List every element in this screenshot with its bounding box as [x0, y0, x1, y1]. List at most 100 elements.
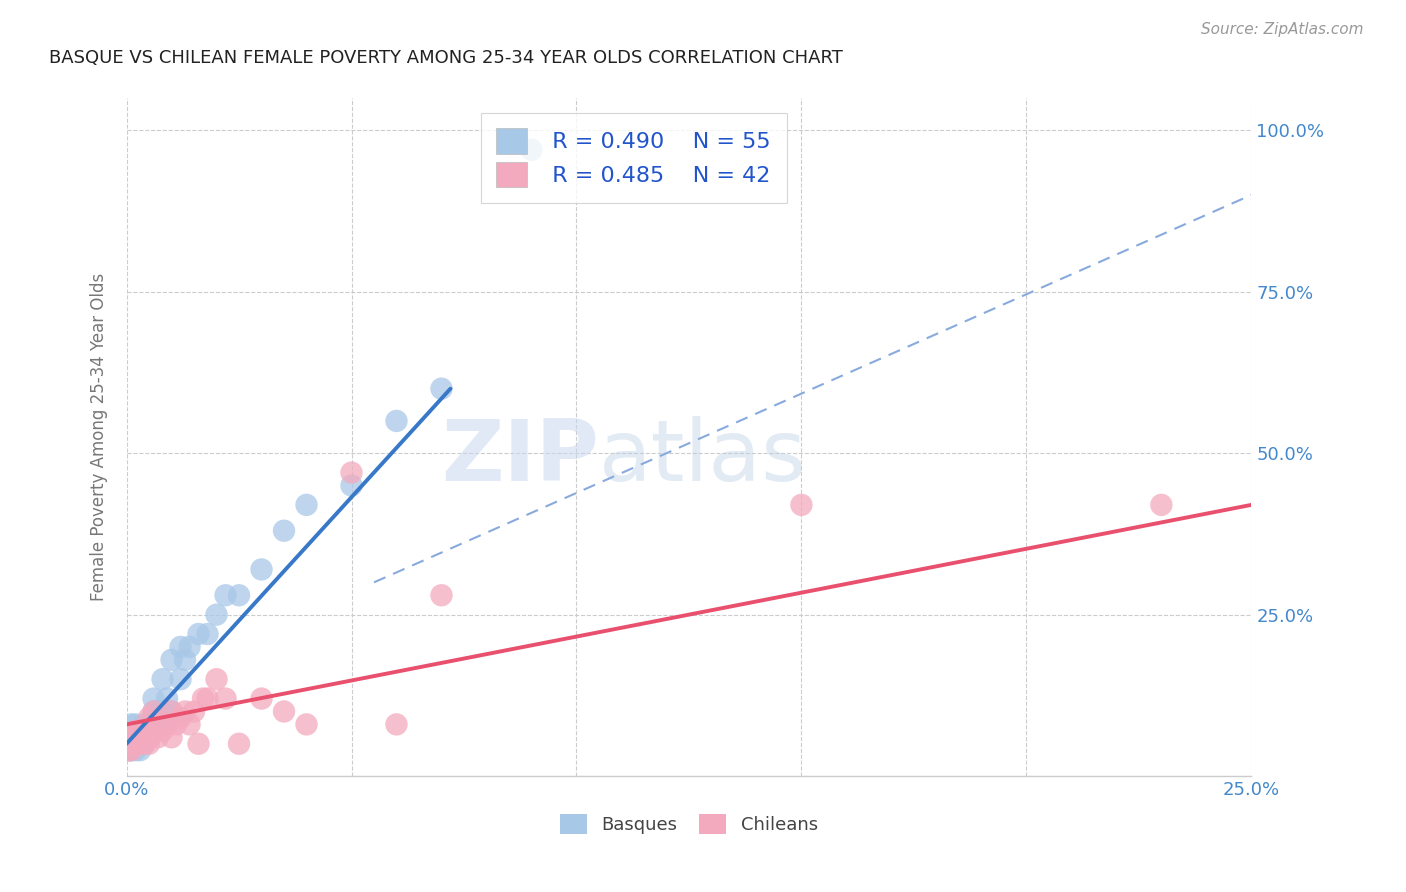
Point — [138, 717, 160, 731]
Point — [197, 691, 219, 706]
Point — [169, 640, 191, 654]
Point — [122, 737, 145, 751]
Point — [118, 743, 141, 757]
Point — [124, 737, 146, 751]
Point — [340, 478, 363, 492]
Point — [120, 743, 142, 757]
Point — [214, 691, 236, 706]
Point — [138, 731, 160, 745]
Point — [124, 743, 146, 757]
Point — [129, 723, 152, 738]
Point — [142, 723, 165, 738]
Point — [520, 143, 543, 157]
Point — [214, 588, 236, 602]
Point — [205, 607, 228, 622]
Point — [146, 731, 169, 745]
Point — [160, 705, 183, 719]
Point — [129, 731, 152, 745]
Point — [160, 705, 183, 719]
Point — [134, 737, 156, 751]
Point — [142, 705, 165, 719]
Point — [120, 731, 142, 745]
Point — [134, 717, 156, 731]
Point — [129, 723, 152, 738]
Point — [152, 672, 174, 686]
Point — [160, 731, 183, 745]
Point — [191, 691, 214, 706]
Point — [179, 640, 201, 654]
Point — [124, 717, 146, 731]
Point — [205, 672, 228, 686]
Point — [152, 705, 174, 719]
Point — [124, 723, 146, 738]
Point — [146, 705, 169, 719]
Point — [124, 723, 146, 738]
Point — [124, 731, 146, 745]
Point — [120, 737, 142, 751]
Point — [142, 717, 165, 731]
Point — [129, 737, 152, 751]
Point — [228, 737, 250, 751]
Point — [129, 743, 152, 757]
Point — [183, 705, 205, 719]
Point — [1150, 498, 1173, 512]
Point — [790, 498, 813, 512]
Point — [340, 466, 363, 480]
Point — [129, 731, 152, 745]
Point — [120, 743, 142, 757]
Point — [174, 705, 197, 719]
Point — [120, 737, 142, 751]
Point — [187, 627, 209, 641]
Point — [228, 588, 250, 602]
Point — [120, 743, 142, 757]
Point — [146, 717, 169, 731]
Point — [122, 731, 145, 745]
Point — [142, 691, 165, 706]
Point — [120, 717, 142, 731]
Point — [124, 737, 146, 751]
Point — [250, 691, 273, 706]
Point — [134, 731, 156, 745]
Point — [165, 717, 187, 731]
Point — [179, 717, 201, 731]
Text: BASQUE VS CHILEAN FEMALE POVERTY AMONG 25-34 YEAR OLDS CORRELATION CHART: BASQUE VS CHILEAN FEMALE POVERTY AMONG 2… — [49, 49, 844, 67]
Point — [118, 743, 141, 757]
Point — [129, 731, 152, 745]
Point — [124, 731, 146, 745]
Point — [197, 627, 219, 641]
Point — [134, 723, 156, 738]
Point — [156, 717, 179, 731]
Point — [169, 711, 191, 725]
Text: ZIP: ZIP — [441, 416, 599, 499]
Point — [124, 737, 146, 751]
Point — [124, 731, 146, 745]
Point — [138, 711, 160, 725]
Point — [142, 705, 165, 719]
Point — [273, 705, 295, 719]
Text: atlas: atlas — [599, 416, 807, 499]
Point — [120, 731, 142, 745]
Point — [120, 731, 142, 745]
Point — [169, 672, 191, 686]
Point — [152, 723, 174, 738]
Point — [134, 737, 156, 751]
Point — [138, 731, 160, 745]
Point — [138, 723, 160, 738]
Point — [385, 414, 408, 428]
Point — [430, 588, 453, 602]
Point — [129, 737, 152, 751]
Text: Source: ZipAtlas.com: Source: ZipAtlas.com — [1201, 22, 1364, 37]
Legend: Basques, Chileans: Basques, Chileans — [553, 806, 825, 841]
Point — [122, 737, 145, 751]
Point — [142, 723, 165, 738]
Point — [156, 691, 179, 706]
Point — [174, 653, 197, 667]
Point — [138, 737, 160, 751]
Point — [295, 717, 318, 731]
Point — [430, 382, 453, 396]
Point — [250, 562, 273, 576]
Point — [134, 723, 156, 738]
Point — [385, 717, 408, 731]
Point — [273, 524, 295, 538]
Point — [295, 498, 318, 512]
